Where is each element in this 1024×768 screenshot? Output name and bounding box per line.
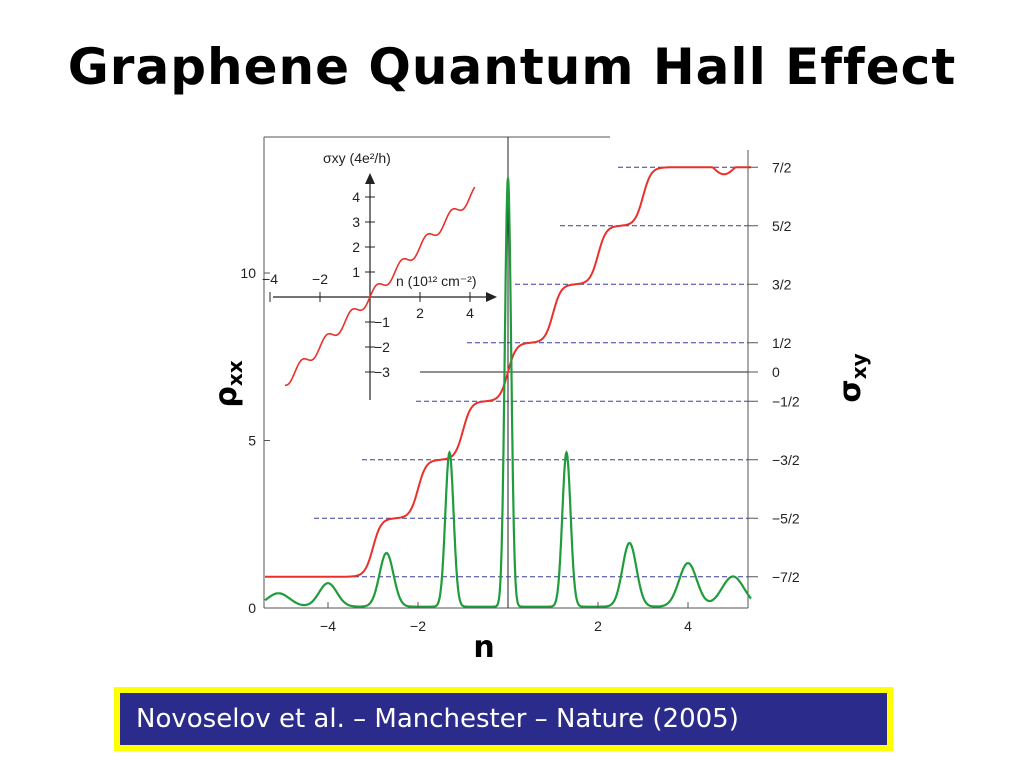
x-tick-label: 2 [594, 618, 602, 634]
inset-x-tick-label: −2 [312, 271, 328, 287]
sigma-symbol: σ [833, 379, 868, 402]
right-tick-label: 0 [772, 364, 780, 380]
x-axis-label: n [473, 630, 494, 665]
inset-x-tick-label: −4 [262, 271, 278, 287]
right-tick-label: −5/2 [772, 510, 800, 526]
inset-y-tick-label: −3 [374, 364, 390, 380]
curves [264, 166, 752, 608]
inset-y-tick-label: 2 [352, 239, 360, 255]
right-tick-label: 3/2 [772, 276, 792, 292]
inset-y-tick-label: −2 [374, 339, 390, 355]
sigma-xy-label: σxy [833, 353, 871, 402]
rho-subscript: xx [223, 360, 247, 386]
citation-text: Novoselov et al. – Manchester – Nature (… [136, 704, 739, 734]
right-tick-label: −1/2 [772, 393, 800, 409]
inset-plot: −4 −2 2 4 1 2 3 4 −1 −2 −3 σxy (4e²/h) n (10¹² cm⁻²) [262, 150, 497, 400]
right-tick-label: −7/2 [772, 569, 800, 585]
tick-labels: −4 −2 2 4 0 5 10 7/2 5/2 3/2 1/2 0 −1/2 −3/2 −5/2 −7/2 [240, 159, 799, 634]
right-tick-label: −3/2 [772, 452, 800, 468]
inset-x-arrow [486, 292, 497, 302]
qhe-chart: −4 −2 2 4 1 2 3 4 −1 −2 −3 σxy (4e²/h) n (10¹² cm⁻²)… [209, 136, 871, 665]
x-tick-label: 4 [684, 618, 692, 634]
citation-box: Novoselov et al. – Manchester – Nature (… [114, 687, 893, 751]
inset-y-arrow [365, 173, 375, 184]
left-tick-label: 10 [240, 265, 256, 281]
inset-y-label: σxy (4e²/h) [323, 150, 391, 166]
inset-x-label: n (10¹² cm⁻²) [396, 273, 477, 289]
x-tick-label: −4 [320, 618, 336, 634]
right-tick-label: 1/2 [772, 335, 792, 351]
inset-y-tick-label: 3 [352, 214, 360, 230]
rho-xx-label: ρxx [209, 360, 247, 407]
left-tick-label: 0 [248, 600, 256, 616]
right-tick-label: 5/2 [772, 218, 792, 234]
x-tick-label: −2 [410, 618, 426, 634]
plot-frame [263, 136, 749, 609]
inset-y-tick-label: −1 [374, 314, 390, 330]
inset-y-tick-label: 4 [352, 189, 360, 205]
inset-curve [284, 186, 476, 387]
sigma-subscript: xy [847, 353, 871, 379]
rho-xx-curve [264, 177, 752, 608]
left-tick-label: 5 [248, 433, 256, 449]
slide-title: Graphene Quantum Hall Effect [67, 38, 957, 96]
inset-x-tick-label: 4 [466, 305, 474, 321]
rho-symbol: ρ [209, 386, 244, 407]
inset-y-tick-label: 1 [352, 264, 360, 280]
sigma-xy-curve [265, 166, 751, 578]
inset-x-tick-label: 2 [416, 305, 424, 321]
right-tick-label: 7/2 [772, 159, 792, 175]
